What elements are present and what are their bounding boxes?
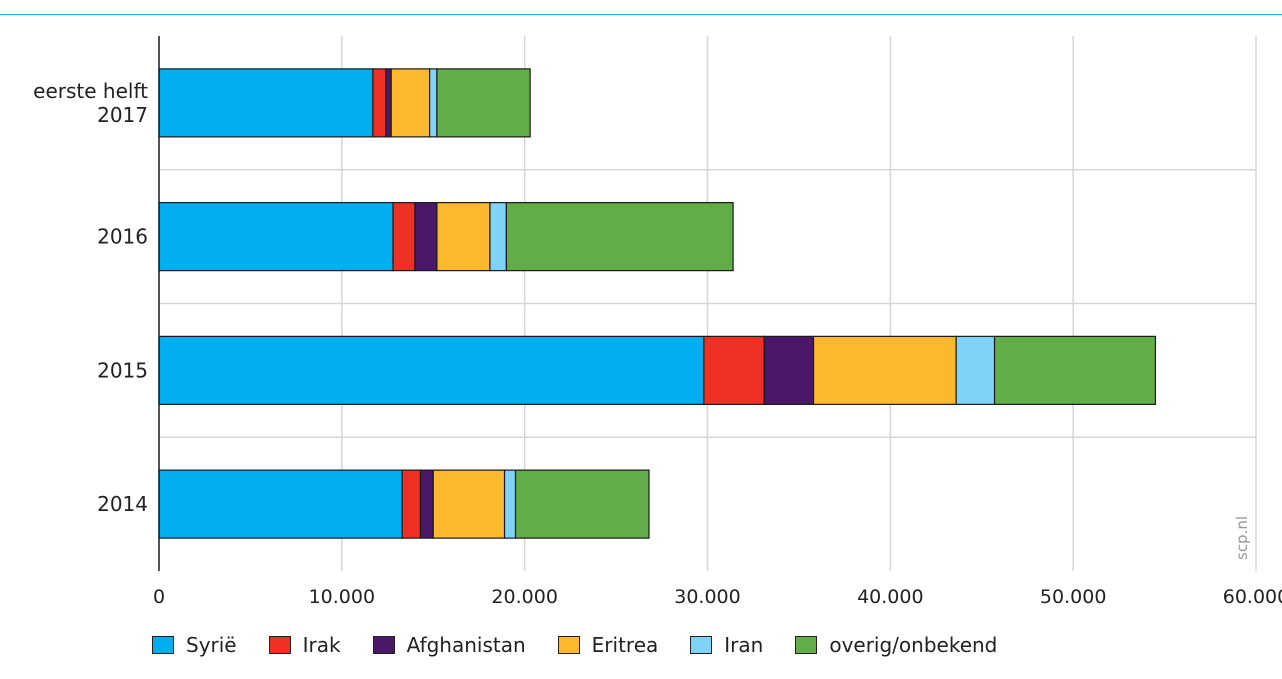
legend-label: Irak — [302, 633, 341, 657]
legend-item: overig/onbekend — [795, 633, 997, 657]
top-rule — [0, 14, 1282, 15]
bar-segment — [993, 335, 1157, 405]
legend-swatch — [690, 636, 713, 654]
bar-segment — [436, 68, 531, 138]
bar-segment — [514, 469, 650, 539]
bar-segment — [419, 469, 434, 539]
legend-label: Afghanistan — [406, 633, 526, 657]
legend-item: Irak — [268, 633, 341, 657]
legend-item: Afghanistan — [372, 633, 526, 657]
legend-item: Syrië — [152, 633, 237, 657]
legend-label: Syrië — [186, 633, 237, 657]
x-tick-label: 60.000 — [1223, 586, 1282, 608]
x-tick-label: 0 — [153, 586, 165, 608]
category-label: 2014 — [97, 492, 148, 516]
x-tick-label: 20.000 — [491, 586, 557, 608]
bar-segment — [812, 335, 957, 405]
bar-segment — [392, 202, 416, 272]
bar-segment — [763, 335, 815, 405]
legend-item: Eritrea — [557, 633, 659, 657]
chart-legend: Syrië Irak Afghanistan Eritrea Iran overig/on… — [152, 633, 1029, 657]
legend-label: overig/onbekend — [829, 633, 998, 657]
bar-segment — [372, 68, 387, 138]
bar-segment — [432, 469, 506, 539]
bar-segment — [436, 202, 491, 272]
bar-segment — [489, 202, 507, 272]
bar-segment — [503, 469, 517, 539]
x-tick-label: 40.000 — [857, 586, 923, 608]
bar-segment — [385, 68, 392, 138]
legend-item: Iran — [690, 633, 763, 657]
category-label: eerste helft 2017 — [33, 79, 148, 127]
legend-label: Iran — [724, 633, 764, 657]
legend-swatch — [268, 636, 291, 654]
bar-segment — [158, 469, 403, 539]
x-tick-label: 10.000 — [309, 586, 375, 608]
bar-segment — [158, 68, 374, 138]
x-tick-label: 30.000 — [674, 586, 740, 608]
legend-swatch — [557, 636, 580, 654]
category-label: 2016 — [97, 225, 148, 249]
watermark-text: scp.nl — [1233, 516, 1251, 560]
legend-swatch — [372, 636, 395, 654]
x-tick-label: 50.000 — [1040, 586, 1106, 608]
category-label: 2015 — [97, 358, 148, 382]
bar-segment — [414, 202, 438, 272]
legend-swatch — [152, 636, 174, 654]
stacked-bar-chart: eerste helft 2017 2016 2015 2014 0 10.000 20.00… — [33, 36, 1282, 608]
bar-segment — [428, 68, 438, 138]
bar-segment — [505, 202, 734, 272]
legend-swatch — [795, 636, 818, 654]
legend-label: Eritrea — [591, 633, 659, 657]
bar-segment — [703, 335, 765, 405]
bar-segment — [401, 469, 422, 539]
bar-segment — [955, 335, 996, 405]
bar-segment — [390, 68, 431, 138]
bar-segment — [158, 202, 394, 272]
bar-segment — [158, 335, 705, 405]
